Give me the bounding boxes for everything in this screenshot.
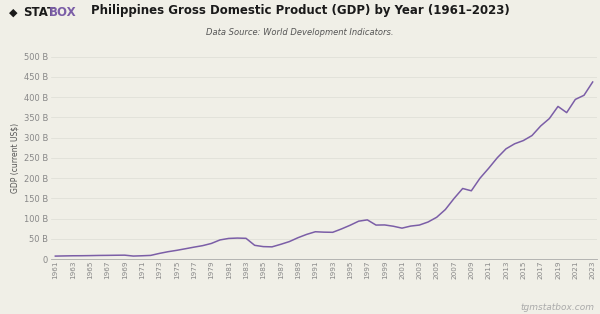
Y-axis label: GDP (current US$): GDP (current US$) [11,123,20,193]
Text: ◆: ◆ [9,8,17,18]
Text: Philippines Gross Domestic Product (GDP) by Year (1961–2023): Philippines Gross Domestic Product (GDP)… [91,3,509,17]
Text: BOX: BOX [49,6,77,19]
Text: Data Source: World Development Indicators.: Data Source: World Development Indicator… [206,28,394,37]
Text: tgmstatbox.com: tgmstatbox.com [520,303,594,312]
Text: STAT: STAT [23,6,55,19]
